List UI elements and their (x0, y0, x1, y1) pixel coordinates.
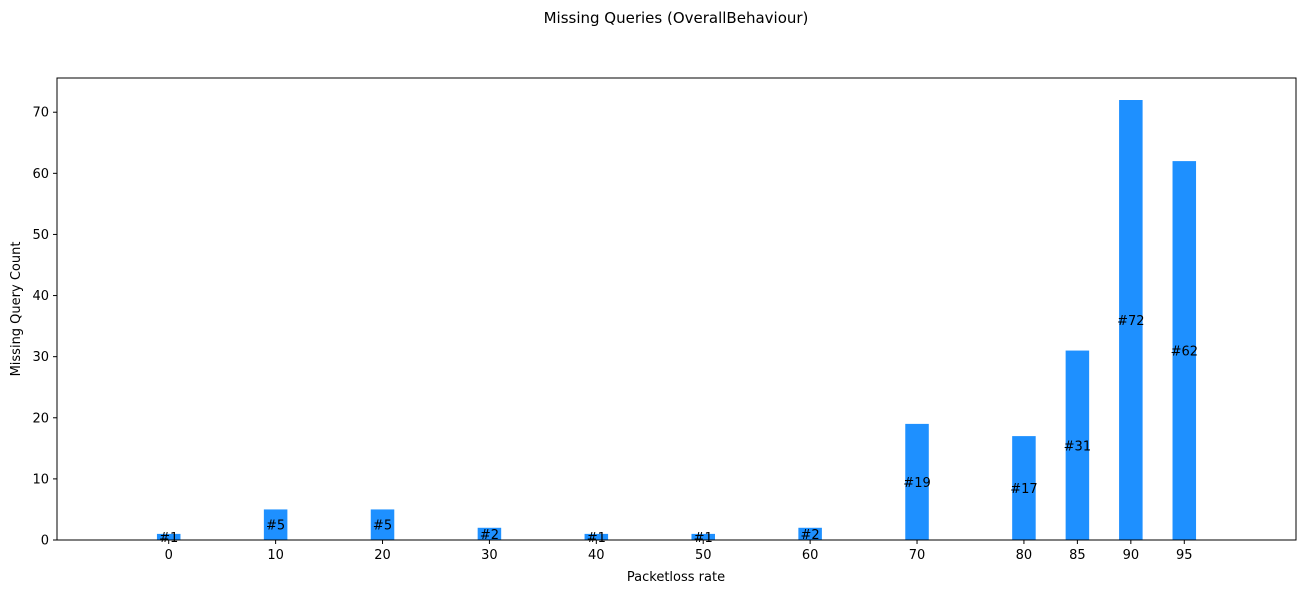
x-tick-label: 30 (481, 548, 498, 563)
bar-value-label: #62 (1171, 345, 1198, 360)
bar-value-label: #1 (587, 531, 606, 546)
bar-value-label: #1 (159, 531, 178, 546)
y-tick-label: 20 (32, 411, 49, 426)
y-tick-label: 60 (32, 167, 49, 182)
bars-group (156, 100, 1197, 541)
y-tick-label: 70 (32, 106, 49, 121)
bar-value-label: #72 (1117, 314, 1144, 329)
x-tick-label: 95 (1176, 548, 1193, 563)
x-tick-label: 70 (909, 548, 926, 563)
y-axis-ticks: 0 10 20 30 40 50 60 70 (32, 106, 57, 549)
bar (156, 533, 181, 540)
bar-labels-group: #1 #5 #5 #2 #1 #1 #2 #19 #17 #31 #72 #62 (159, 314, 1198, 546)
bar-value-label: #2 (480, 528, 499, 543)
y-tick-label: 0 (41, 534, 49, 549)
x-tick-label: 90 (1123, 548, 1140, 563)
bar-value-label: #2 (801, 528, 820, 543)
bar-value-label: #1 (694, 531, 713, 546)
y-axis-label: Missing Query Count (9, 242, 24, 377)
x-axis-ticks: 0 10 20 30 40 50 60 70 80 85 90 95 (165, 540, 1193, 563)
bar (1065, 350, 1090, 540)
bar-value-label: #17 (1010, 482, 1037, 497)
chart-title: Missing Queries (OverallBehaviour) (544, 9, 809, 27)
y-tick-label: 30 (32, 350, 49, 365)
bar (1172, 161, 1197, 541)
x-tick-label: 85 (1069, 548, 1086, 563)
bar (1119, 100, 1143, 540)
x-tick-label: 60 (802, 548, 819, 563)
plot-frame (56, 77, 1297, 541)
bar (1012, 436, 1036, 540)
y-tick-label: 40 (32, 289, 49, 304)
bar (477, 527, 502, 540)
bar (584, 533, 609, 540)
x-tick-label: 0 (165, 548, 173, 563)
y-tick-label: 10 (32, 472, 49, 487)
bar (370, 509, 395, 540)
bar-value-label: #31 (1064, 439, 1091, 454)
x-tick-label: 20 (374, 548, 391, 563)
x-tick-label: 80 (1016, 548, 1033, 563)
x-axis-label: Packetloss rate (627, 570, 725, 585)
bar-value-label: #19 (903, 476, 930, 491)
bar-value-label: #5 (373, 519, 392, 534)
x-tick-label: 40 (588, 548, 605, 563)
bar (905, 423, 929, 540)
x-tick-label: 50 (695, 548, 712, 563)
bar (798, 527, 822, 540)
bar-value-label: #5 (266, 519, 285, 534)
bar (691, 533, 715, 540)
x-tick-label: 10 (267, 548, 284, 563)
bar (263, 509, 288, 540)
y-tick-label: 50 (32, 228, 49, 243)
